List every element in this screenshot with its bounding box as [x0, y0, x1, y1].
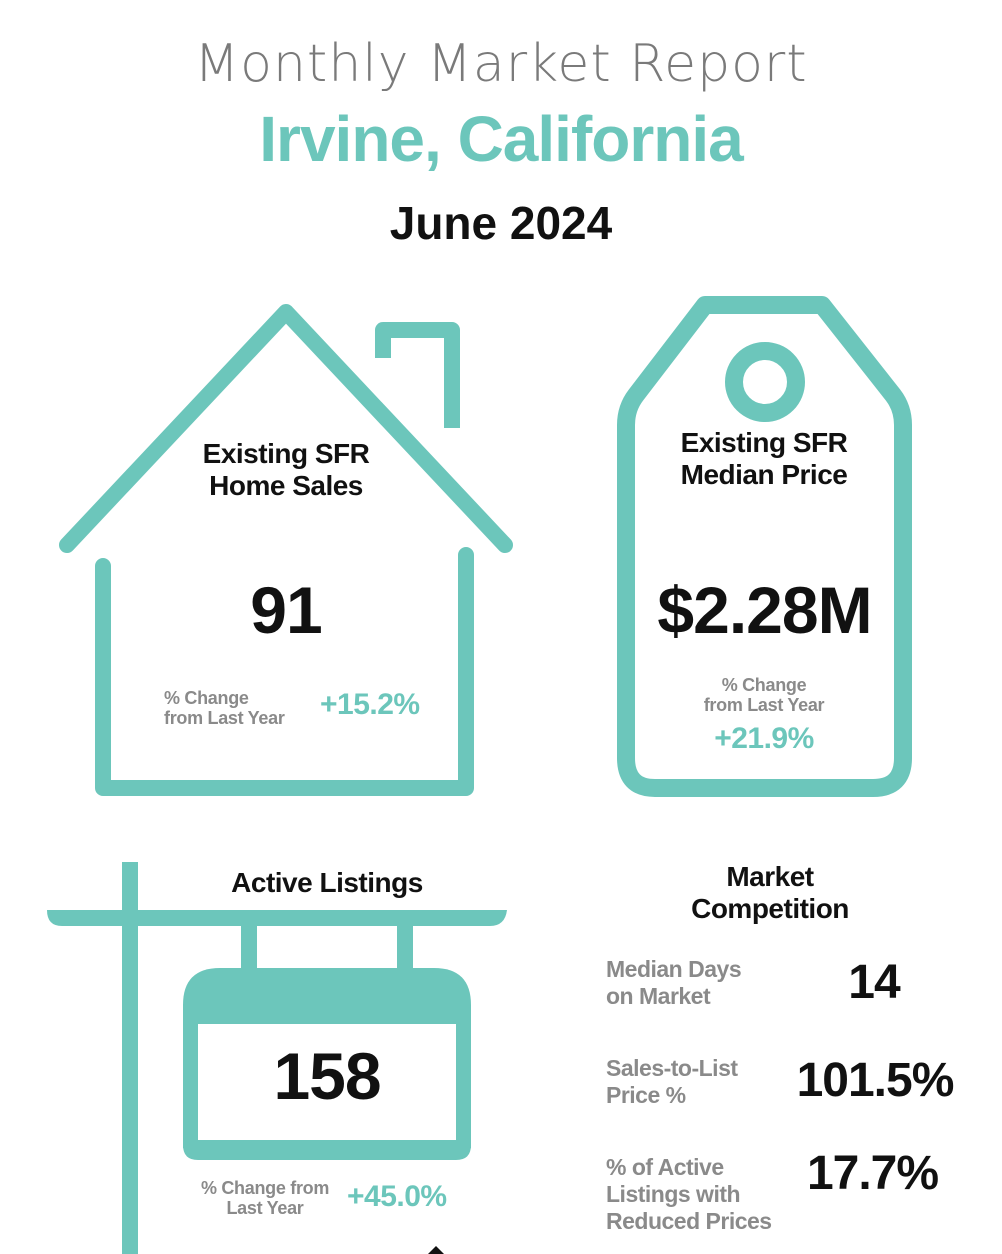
page-marker: [428, 1246, 444, 1254]
house-icon: [59, 304, 513, 796]
active-listings-change-value: +45.0%: [347, 1180, 447, 1213]
median-price-change-value: +21.9%: [714, 722, 814, 755]
sign-arm: [47, 910, 507, 926]
house-roof: [59, 304, 513, 553]
house-walls: [95, 547, 474, 796]
price-tag-icon: [617, 296, 912, 797]
metric-value-days-on-market: 14: [848, 956, 900, 1009]
metric-label-days-on-market: Median Days on Market: [606, 956, 742, 1009]
median-price-value: $2.28M: [657, 573, 872, 647]
sign-post: [122, 862, 138, 1254]
tag-hole: [725, 342, 805, 422]
median-price-change-label: % Change from Last Year: [703, 675, 825, 715]
sign-right-edge: [456, 1018, 471, 1148]
report-title: Monthly Market Report: [194, 34, 808, 94]
metric-value-sales-to-list: 101.5%: [796, 1054, 955, 1107]
sign-bottom-edge: [183, 1140, 471, 1160]
sign-top-tab: [280, 968, 374, 1008]
home-sales-change-value: +15.2%: [320, 688, 420, 721]
month-title: June 2024: [389, 197, 613, 249]
active-listings-value: 158: [273, 1039, 381, 1113]
metric-label-reduced-prices: % of Active Listings with Reduced Prices: [606, 1154, 772, 1234]
sign-left-edge: [183, 1018, 198, 1148]
tag-outline: [617, 296, 912, 797]
house-chimney: [375, 322, 460, 428]
active-listings-change-label: % Change from Last Year: [200, 1178, 330, 1218]
real-estate-sign-icon: [47, 862, 507, 1254]
active-listings-label: Active Listings: [231, 867, 423, 898]
home-sales-label: Existing SFR Home Sales: [202, 438, 370, 501]
home-sales-value: 91: [250, 573, 322, 647]
home-sales-change-label: % Change from Last Year: [164, 688, 285, 728]
metric-label-sales-to-list: Sales-to-List Price %: [606, 1055, 738, 1108]
city-title: Irvine, California: [259, 103, 743, 175]
metric-value-reduced-prices: 17.7%: [806, 1147, 939, 1200]
market-competition-title: Market Competition: [691, 861, 849, 924]
median-price-label: Existing SFR Median Price: [680, 427, 848, 490]
